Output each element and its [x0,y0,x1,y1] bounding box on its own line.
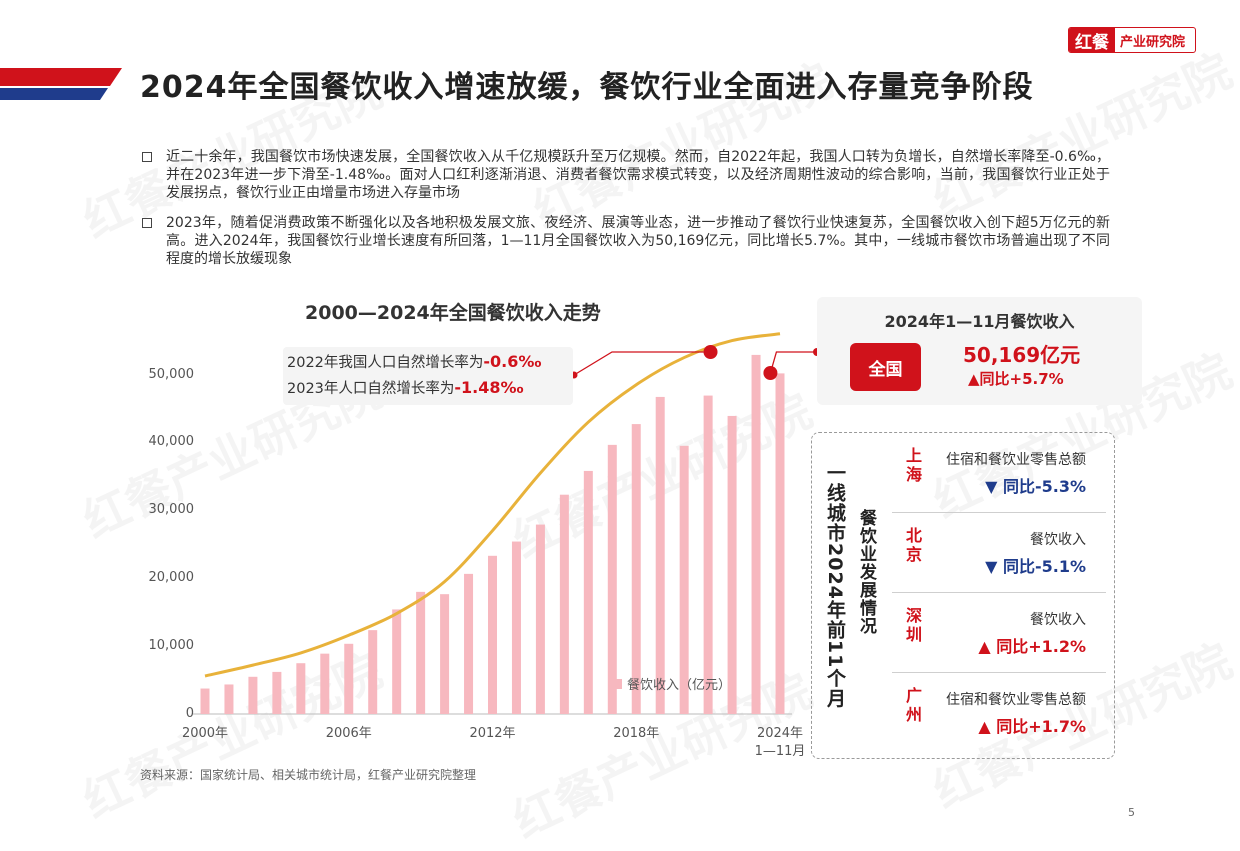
bar-2003年 [272,671,282,714]
bar-2006年 [344,643,354,714]
bar-2009年 [416,591,426,714]
national-leader-line [769,351,817,374]
annotation-2023: 2023年人口自然增长率为-1.48‰ [287,377,524,398]
x-tick-label: 2006年 [325,726,372,741]
bar-2013年 [511,541,521,714]
annotation-leader-line [573,351,711,376]
national-card-title: 2024年1—11月餐饮收入 [884,312,1075,331]
x-tick-sublabel: 1—11月 [754,744,806,759]
city-name: 深圳 [903,607,922,645]
annotation-2022-value: -0.6‰ [483,352,542,371]
bar-2023年 [751,354,761,714]
row-divider [892,592,1106,593]
bar-2008年 [392,609,402,714]
bar-2000年 [200,688,210,714]
x-axis-labels [0,0,1,1]
bullet-text: 2023年，随着促消费政策不断强化以及各地积极发展文旅、夜经济、展演等业态，进一… [166,215,1110,267]
x-tick-label: 2018年 [613,726,660,741]
bar-2022年 [727,415,737,714]
bar-2017年 [607,444,617,714]
row-divider [892,512,1106,513]
city-yoy: ▲ 同比+1.2% [978,637,1086,656]
bar-2015年 [559,494,569,714]
city-yoy: ▼ 同比-5.3% [985,477,1086,496]
bullet-paragraph: 2023年，随着促消费政策不断强化以及各地积极发展文旅、夜经济、展演等业态，进一… [140,214,1110,268]
y-tick-label: 10,000 [148,638,195,654]
header-stripe-decoration [0,68,122,100]
marker-2022 [703,345,718,359]
square-bullet-icon [142,218,152,228]
brand-logo: 红餐 产业研究院 [1068,27,1196,53]
bar-2020年 [679,445,689,714]
city-name: 上海 [903,447,922,485]
city-metric: 住宿和餐饮业零售总额 [946,452,1086,468]
bar-2002年 [248,676,258,714]
city-name: 广州 [903,687,922,725]
y-axis-labels: 0 10,000 20,000 30,000 40,000 50,000 [110,360,195,730]
y-tick-label: 30,000 [148,502,195,518]
bar-2004年 [296,663,306,714]
logo-label: 产业研究院 [1120,34,1186,50]
city-metric: 住宿和餐饮业零售总额 [946,692,1086,708]
bar-2014年 [535,524,545,714]
bar-2007年 [368,630,378,714]
x-tick-label: 2012年 [469,726,516,741]
bar-2005年 [320,653,330,714]
city-row-guangzhou: 广州 住宿和餐饮业零售总额 ▲ 同比+1.7% [892,673,1106,753]
bar-2010年 [440,594,450,714]
chart-title: 2000—2024年全国餐饮收入走势 [305,302,601,324]
bar-2011年 [464,573,474,714]
trend-curve [204,332,781,678]
y-tick-label: 0 [185,706,194,721]
national-badge: 全国 [850,343,921,391]
city-panel-title: 一线城市2024年前11个月 [824,463,846,709]
revenue-chart [193,332,821,715]
y-tick-label: 40,000 [148,434,195,450]
annotation-2023-prefix: 2023年人口自然增长率为 [287,381,455,397]
page-number: 5 [1128,806,1135,819]
bar-2024年1—11月 [775,373,785,714]
national-yoy: ▲同比+5.7% [968,370,1064,388]
bar-2019年 [655,396,665,714]
city-metric: 餐饮收入 [1030,612,1086,628]
city-panel-subtitle: 餐饮业发展情况 [856,509,876,635]
square-bullet-icon [142,152,152,162]
bar-2001年 [224,684,234,714]
national-revenue-card: 2024年1—11月餐饮收入 全国 50,169亿元 ▲同比+5.7% [817,297,1142,405]
legend-label: 餐饮收入（亿元） [627,678,732,693]
city-name: 北京 [903,527,922,565]
chart-legend: 餐饮收入（亿元） [612,674,731,693]
x-tick-label: 2024年 [756,726,804,741]
city-row-beijing: 北京 餐饮收入 ▼ 同比-5.1% [892,513,1106,593]
bullet-paragraph: 近二十余年，我国餐饮市场快速发展，全国餐饮收入从千亿规模跃升至万亿规模。然而，自… [140,148,1110,202]
logo-brand-mark: 红餐 [1069,28,1115,52]
city-yoy: ▲ 同比+1.7% [978,717,1086,736]
x-tick-label: 2000年 [181,726,229,741]
annotation-2022: 2022年我国人口自然增长率为-0.6‰ [287,351,541,372]
bullet-text: 近二十余年，我国餐饮市场快速发展，全国餐饮收入从千亿规模跃升至万亿规模。然而，自… [166,149,1110,201]
row-divider [892,672,1106,673]
city-row-shenzhen: 深圳 餐饮收入 ▲ 同比+1.2% [892,593,1106,673]
marker-2024 [763,366,778,380]
national-revenue-value: 50,169亿元 [963,343,1081,367]
source-note: 资料来源：国家统计局、相关城市统计局，红餐产业研究院整理 [140,768,477,782]
city-metric: 餐饮收入 [1030,532,1086,548]
city-yoy: ▼ 同比-5.1% [985,557,1086,576]
annotation-2023-value: -1.48‰ [454,378,524,397]
tier1-city-panel: 一线城市2024年前11个月 餐饮业发展情况 上海 住宿和餐饮业零售总额 ▼ 同… [811,432,1115,759]
bar-2018年 [631,424,641,714]
legend-swatch [612,678,622,689]
annotation-2022-prefix: 2022年我国人口自然增长率为 [287,355,484,371]
population-annotation-box: 2022年我国人口自然增长率为-0.6‰ 2023年人口自然增长率为-1.48‰ [283,347,573,405]
bar-2012年 [488,555,497,714]
page-title: 2024年全国餐饮收入增速放缓，餐饮行业全面进入存量竞争阶段 [140,70,1034,105]
y-tick-label: 50,000 [148,366,195,382]
city-row-shanghai: 上海 住宿和餐饮业零售总额 ▼ 同比-5.3% [892,433,1106,513]
bar-2021年 [703,395,713,714]
y-tick-label: 20,000 [148,570,195,586]
bar-2016年 [583,470,593,714]
